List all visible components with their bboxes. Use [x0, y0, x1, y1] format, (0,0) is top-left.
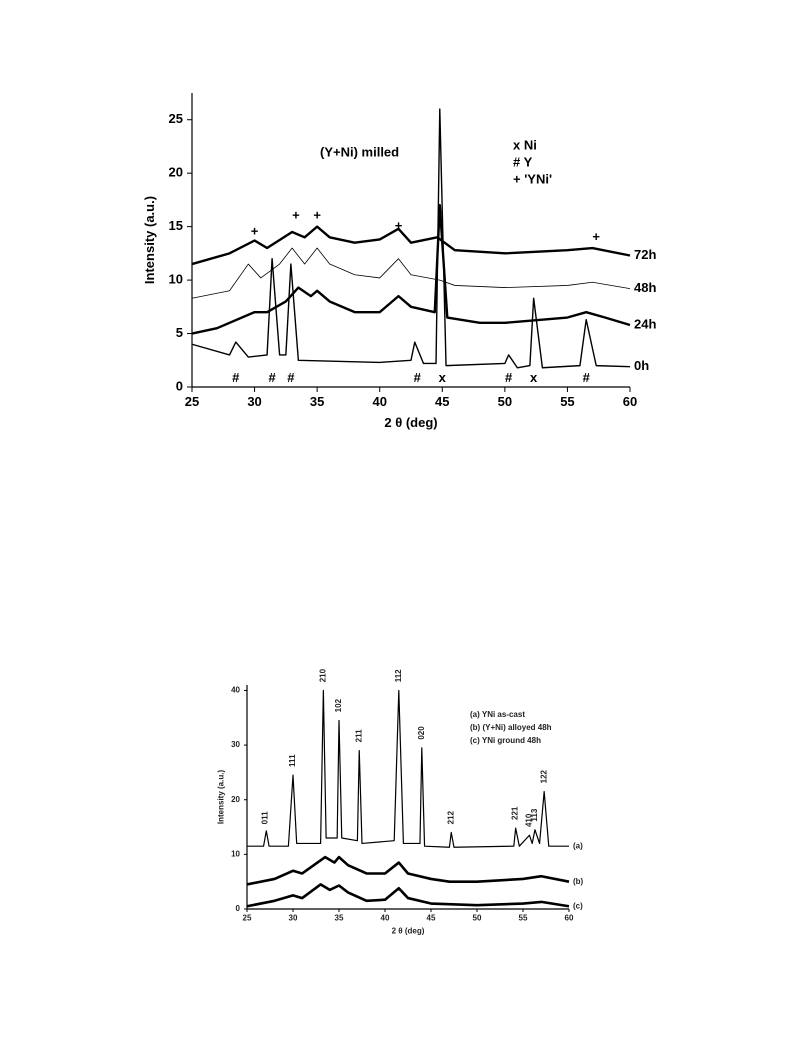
x-tick-label: 45	[435, 394, 449, 409]
legend-entry: (c) YNi ground 48h	[470, 736, 541, 745]
peak-label: #	[414, 370, 422, 385]
peak-label: 212	[446, 810, 455, 824]
peak-label: 020	[417, 726, 426, 740]
peak-label: 211	[354, 729, 363, 742]
series-label: (a)	[573, 841, 583, 850]
peak-label: #	[232, 370, 240, 385]
series-label: (b)	[573, 877, 584, 886]
chart-annotation: (Y+Ni) milled	[320, 144, 399, 159]
y-tick-label: 30	[231, 740, 240, 749]
x-tick-label: 40	[372, 394, 386, 409]
series-line	[191, 247, 631, 299]
x-tick-label: 30	[289, 914, 298, 923]
x-tick-label: 60	[623, 394, 637, 409]
legend-entry: # Y	[513, 154, 533, 169]
series-label: 48h	[634, 280, 656, 295]
x-tick-label: 25	[185, 394, 199, 409]
peak-label: #	[268, 370, 276, 385]
peak-label: 122	[539, 769, 548, 783]
y-tick-label: 40	[231, 686, 240, 695]
legend-entry: + 'YNi'	[513, 171, 552, 186]
x-tick-label: 30	[247, 394, 261, 409]
series-line	[247, 689, 569, 848]
peak-label: +	[592, 229, 600, 244]
y-axis-label: Intensity (a.u.)	[217, 770, 226, 825]
peak-label: 102	[334, 698, 343, 712]
series-line	[246, 855, 570, 886]
peak-label: 210	[318, 668, 327, 682]
y-tick-label: 10	[231, 849, 240, 858]
legend-entry: (b) (Y+Ni) alloyed 48h	[470, 723, 552, 732]
y-tick-label: 20	[231, 795, 240, 804]
chart: 25 30 35 40 45 50 55 60 0 5 10 15 20 25 2 θ (deg) Inten…	[142, 93, 656, 430]
y-tick-label: 20	[169, 165, 183, 180]
series-label: 0h	[634, 358, 649, 373]
series-line	[191, 225, 631, 266]
series-label: (c)	[573, 901, 583, 910]
x-tick-label: 35	[310, 394, 324, 409]
peak-label: x	[530, 370, 538, 385]
y-axis-label: Intensity (a.u.)	[142, 196, 157, 284]
x-tick-label: 40	[381, 914, 390, 923]
y-tick-label: 15	[169, 218, 183, 233]
x-tick-label: 35	[335, 914, 344, 923]
series-label: 72h	[634, 247, 656, 262]
x-axis-label: 2 θ (deg)	[384, 415, 437, 430]
peak-label: x	[439, 370, 447, 385]
x-tick-label: 25	[243, 914, 252, 923]
y-tick-label: 0	[176, 378, 183, 393]
peak-label: 410	[525, 813, 534, 827]
y-tick-label: 25	[169, 111, 183, 126]
peak-label: 112	[394, 669, 403, 682]
peak-label: #	[583, 370, 591, 385]
x-tick-label: 55	[560, 394, 574, 409]
legend-entry: x Ni	[513, 137, 537, 152]
x-tick-label: 60	[565, 914, 574, 923]
y-tick-label: 5	[176, 325, 183, 340]
y-tick-label: 10	[169, 272, 183, 287]
peak-label: 111	[288, 754, 297, 767]
peak-label: 113	[530, 808, 539, 821]
x-axis-label: 2 θ (deg)	[392, 927, 425, 936]
peak-label: +	[395, 218, 403, 233]
series-line	[246, 883, 570, 908]
peak-label: #	[505, 370, 513, 385]
peak-label: +	[292, 207, 300, 222]
y-tick-label: 0	[236, 904, 241, 913]
legend-entry: (a) YNi as-cast	[470, 710, 525, 719]
peak-label: +	[313, 207, 321, 222]
series-label: 24h	[634, 316, 656, 331]
peak-label: +	[251, 223, 259, 238]
x-tick-label: 50	[498, 394, 512, 409]
x-tick-label: 50	[473, 914, 482, 923]
peak-label: 011	[261, 811, 270, 824]
x-tick-label: 55	[519, 914, 528, 923]
series-line	[191, 108, 631, 369]
x-tick-label: 45	[427, 914, 436, 923]
peak-label: #	[287, 370, 295, 385]
peak-label: 221	[511, 806, 520, 820]
